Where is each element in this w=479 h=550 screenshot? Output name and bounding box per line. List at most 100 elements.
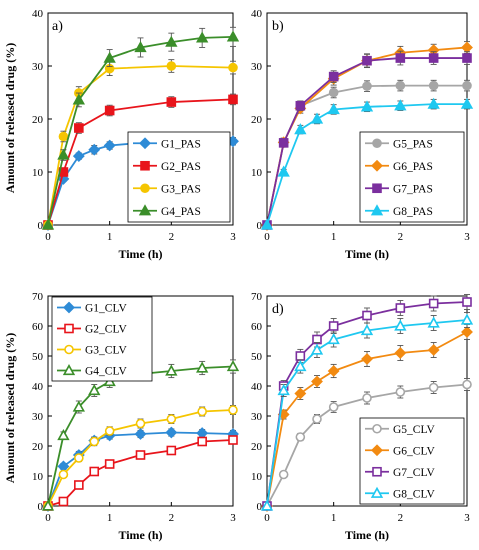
legend-label: G3_CLV <box>85 345 127 357</box>
legend-label: G5_PAS <box>393 138 433 150</box>
x-tick-label: 0 <box>264 512 270 524</box>
legend-marker <box>372 466 382 477</box>
data-point <box>103 51 116 63</box>
y-tick-label: 30 <box>32 61 44 73</box>
y-tick-label: 10 <box>32 471 44 483</box>
x-tick-label: 2 <box>398 231 404 243</box>
y-tick-label: 60 <box>251 321 263 333</box>
panel-label: a) <box>52 19 63 34</box>
data-point <box>58 469 69 480</box>
data-point <box>228 94 238 105</box>
data-point <box>104 105 115 116</box>
data-point <box>462 53 472 63</box>
data-point <box>361 353 373 365</box>
data-point <box>228 435 238 445</box>
y-tick-label: 60 <box>32 321 44 333</box>
legend-label: G3_PAS <box>161 183 201 195</box>
data-point <box>328 87 339 98</box>
data-point <box>104 459 115 469</box>
data-point <box>362 81 372 91</box>
legend-marker <box>372 183 382 194</box>
y-tick-label: 20 <box>251 441 263 453</box>
data-point <box>260 218 274 230</box>
data-point <box>394 99 407 111</box>
legend-marker <box>372 423 382 434</box>
data-point <box>135 450 146 460</box>
legend-label: G7_PAS <box>393 183 433 195</box>
data-point <box>428 53 439 63</box>
legend: G5_PAS G6_PAS G7_PAS G8_PAS <box>359 131 465 223</box>
data-point <box>197 406 207 417</box>
x-tick-label: 2 <box>169 231 175 243</box>
y-tick-label: 20 <box>251 114 263 126</box>
data-point <box>395 80 406 91</box>
legend-label: G1_CLV <box>85 303 127 315</box>
data-point <box>327 365 340 377</box>
data-point <box>226 360 240 372</box>
data-point <box>327 333 340 345</box>
series-G8_PAS <box>260 97 474 230</box>
legend-label: G4_CLV <box>85 366 127 378</box>
legend-marker <box>64 344 74 355</box>
plot-frame <box>266 295 468 507</box>
legend-marker <box>370 204 384 216</box>
data-point <box>72 93 85 105</box>
series-G3_CLV <box>43 405 238 511</box>
x-tick-label: 3 <box>230 512 236 524</box>
data-point <box>427 97 440 109</box>
x-axis-title: Time (h) <box>118 247 162 261</box>
series-G4_PAS <box>41 26 240 230</box>
data-point <box>104 426 115 436</box>
x-tick-label: 1 <box>107 231 113 243</box>
series-G5_CLV <box>262 378 472 511</box>
data-point <box>328 402 339 412</box>
legend-label: G8_PAS <box>393 206 433 218</box>
legend-label: G2_PAS <box>161 161 201 173</box>
legend-marker <box>370 486 384 498</box>
x-tick-label: 0 <box>45 512 51 524</box>
data-point <box>395 303 406 313</box>
data-point <box>228 405 238 415</box>
data-point <box>395 387 406 397</box>
data-point <box>277 165 290 177</box>
data-point <box>362 393 372 403</box>
legend-label: G1_PAS <box>161 138 201 150</box>
y-tick-label: 0 <box>38 501 44 513</box>
x-tick-label: 2 <box>169 512 175 524</box>
legend-marker <box>371 444 383 457</box>
data-point <box>394 319 407 331</box>
data-point <box>41 499 55 511</box>
legend-label: G7_CLV <box>393 467 435 479</box>
series-line <box>47 35 234 226</box>
data-point <box>295 432 306 442</box>
y-tick-label: 50 <box>32 351 44 363</box>
data-point <box>134 428 147 440</box>
data-point <box>103 139 116 152</box>
y-tick-label: 20 <box>32 114 44 126</box>
legend-marker <box>140 183 150 194</box>
data-point <box>74 123 84 133</box>
legend-marker <box>64 323 74 334</box>
y-tick-label: 30 <box>251 411 263 423</box>
legend-marker <box>372 138 382 149</box>
y-tick-label: 40 <box>251 8 263 20</box>
data-point <box>462 80 472 91</box>
data-point <box>57 429 70 441</box>
data-point <box>89 466 100 477</box>
plot-frame <box>47 295 234 507</box>
data-point <box>310 112 324 124</box>
chart-panel: 0 10 20 30 40 50 60 70 0 1 2 3 Time (h) d) G5_CLV G6_CL… <box>251 291 474 542</box>
x-tick-label: 3 <box>464 231 470 243</box>
data-point <box>72 400 85 412</box>
data-point <box>72 150 85 163</box>
data-point <box>311 375 323 388</box>
legend: G5_CLV G6_CLV G7_CLV G8_CLV <box>359 417 465 505</box>
y-tick-label: 0 <box>257 220 263 232</box>
y-axis-title-bottom: Amount of released drug (%) <box>3 333 17 483</box>
data-point <box>166 414 177 424</box>
y-tick-label: 20 <box>32 441 44 453</box>
data-point <box>166 61 177 71</box>
legend-marker <box>62 364 76 376</box>
